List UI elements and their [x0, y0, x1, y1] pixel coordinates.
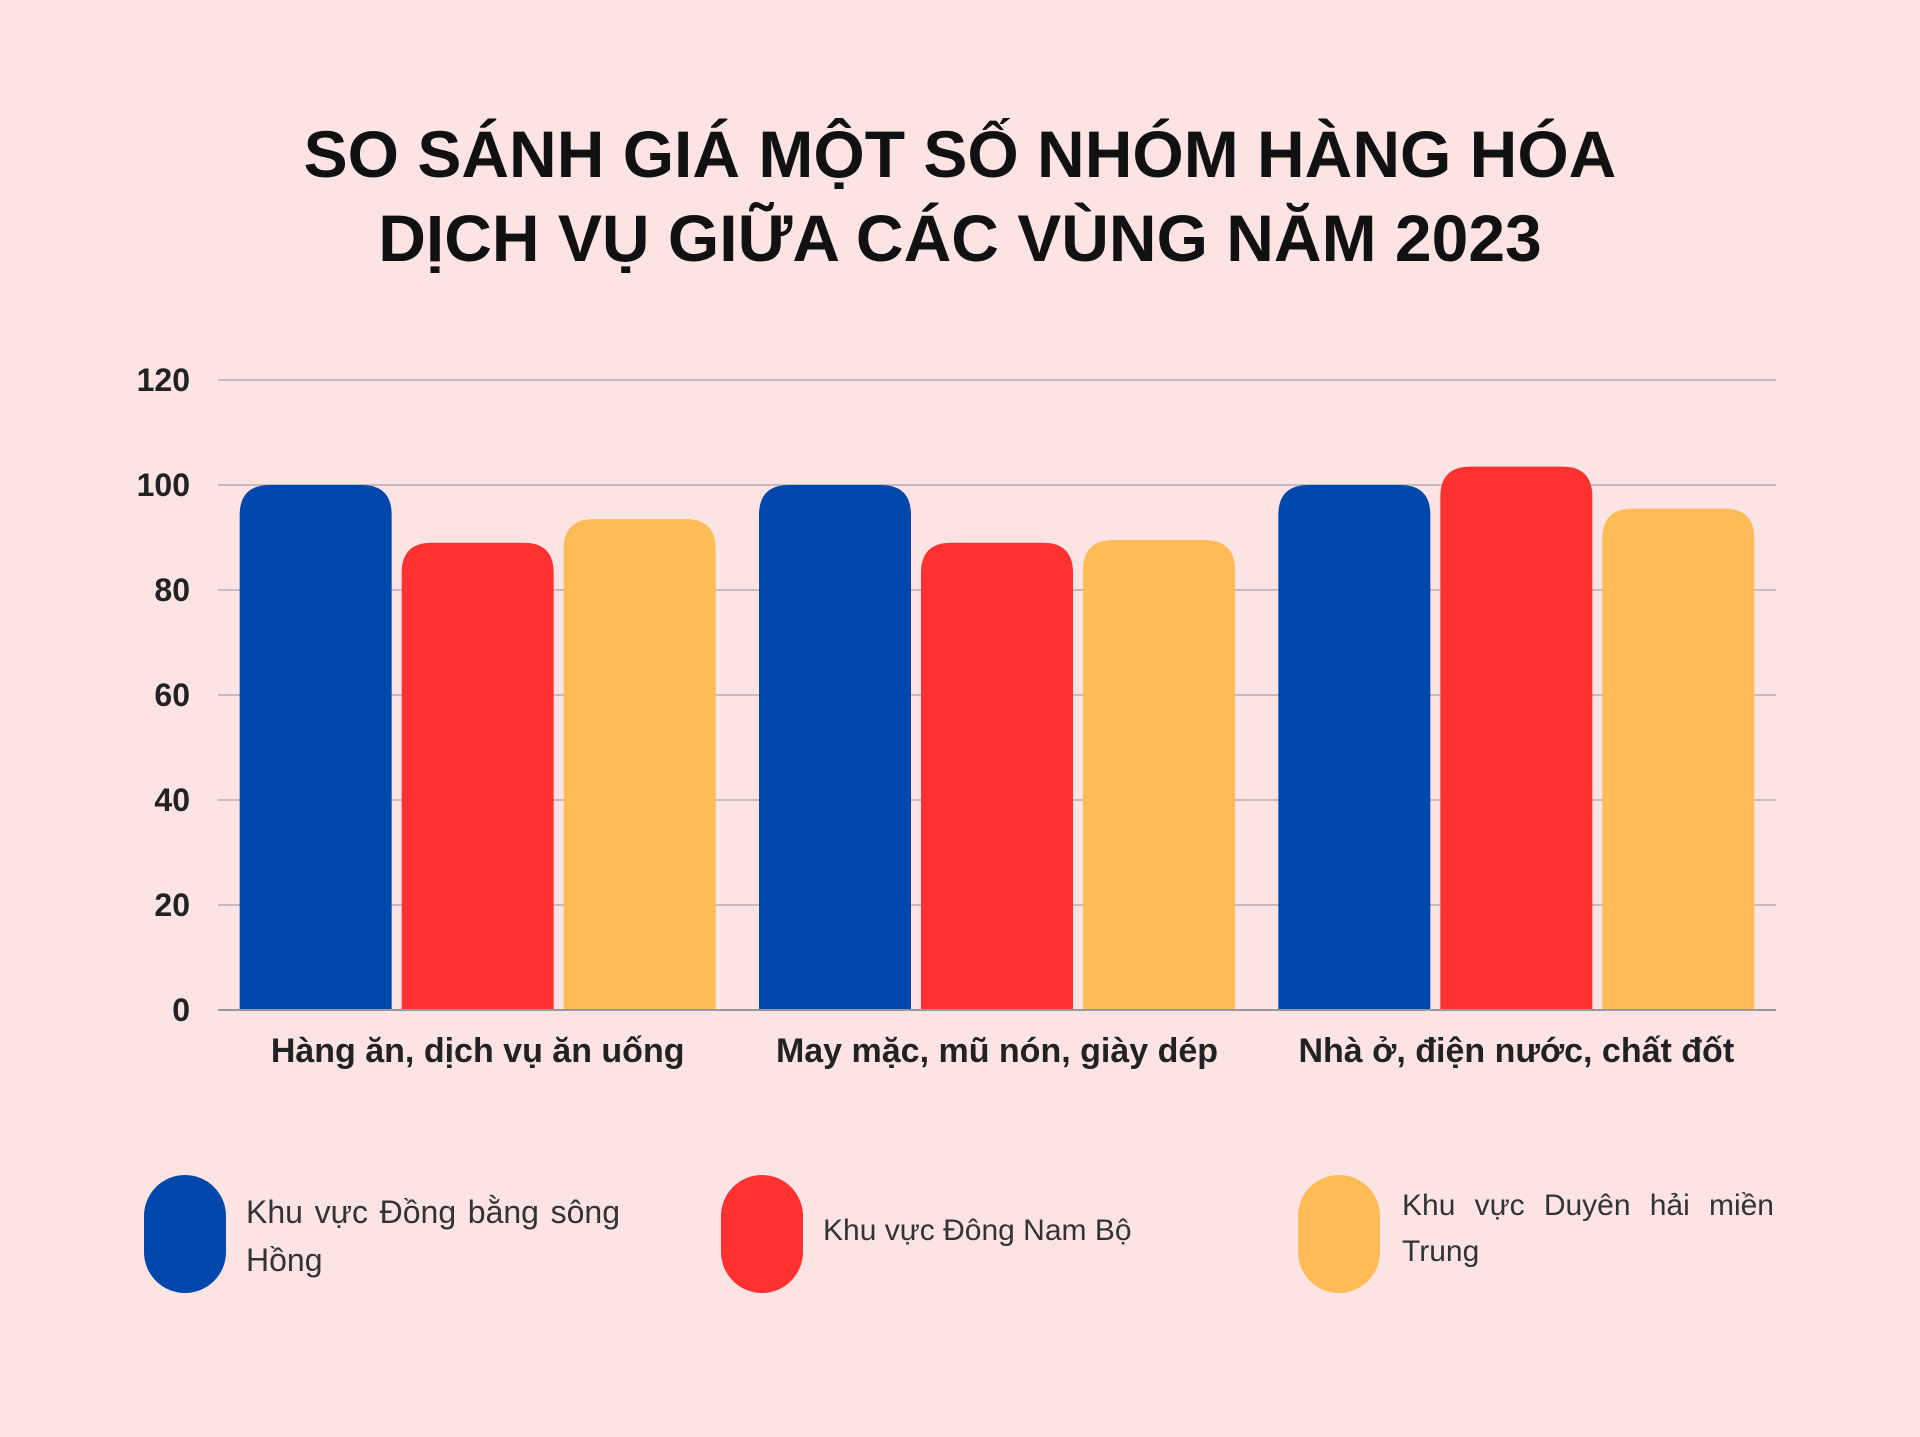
- x-category-label: Hàng ăn, dịch vụ ăn uống: [271, 1032, 685, 1070]
- bar-1-1: [921, 542, 1073, 1010]
- bar-0-1: [401, 542, 554, 1010]
- y-tick-label: 0: [172, 992, 190, 1028]
- legend-swatch-dong-bang-song-hong: [144, 1175, 226, 1293]
- chart-title: SO SÁNH GIÁ MỘT SỐ NHÓM HÀNG HÓA DỊCH VỤ…: [0, 112, 1920, 280]
- legend-swatch-duyen-hai-mien-trung: [1298, 1175, 1380, 1293]
- legend-label-dong-bang-song-hong: Khu vực Đồng bằng sông Hồng: [246, 1194, 620, 1278]
- y-tick-label: 80: [154, 572, 190, 608]
- bar-0-2: [563, 519, 716, 1010]
- legend-label-dong-nam-bo: Khu vực Đông Nam Bộ: [823, 1214, 1132, 1247]
- bar-2-1: [1440, 466, 1593, 1010]
- legend-swatch-dong-nam-bo: [721, 1175, 803, 1293]
- chart-title-line-2: DỊCH VỤ GIỮA CÁC VÙNG NĂM 2023: [378, 201, 1542, 275]
- chart-title-line-1: SO SÁNH GIÁ MỘT SỐ NHÓM HÀNG HÓA: [303, 117, 1617, 191]
- bar-0-0: [239, 485, 392, 1010]
- y-tick-label: 20: [154, 887, 190, 923]
- y-tick-label: 60: [154, 677, 190, 713]
- bar-1-0: [759, 485, 911, 1010]
- bar-1-2: [1083, 540, 1235, 1010]
- legend-label-duyen-hai-mien-trung: Khu vực Duyên hải miền Trung: [1402, 1189, 1774, 1268]
- y-tick-label: 120: [137, 362, 190, 398]
- y-tick-label: 40: [154, 782, 190, 818]
- x-category-label: Nhà ở, điện nước, chất đốt: [1298, 1032, 1734, 1070]
- y-tick-label: 100: [137, 467, 190, 503]
- bar-2-0: [1278, 485, 1431, 1010]
- x-category-label: May mặc, mũ nón, giày dép: [776, 1032, 1218, 1070]
- bar-2-2: [1602, 508, 1755, 1010]
